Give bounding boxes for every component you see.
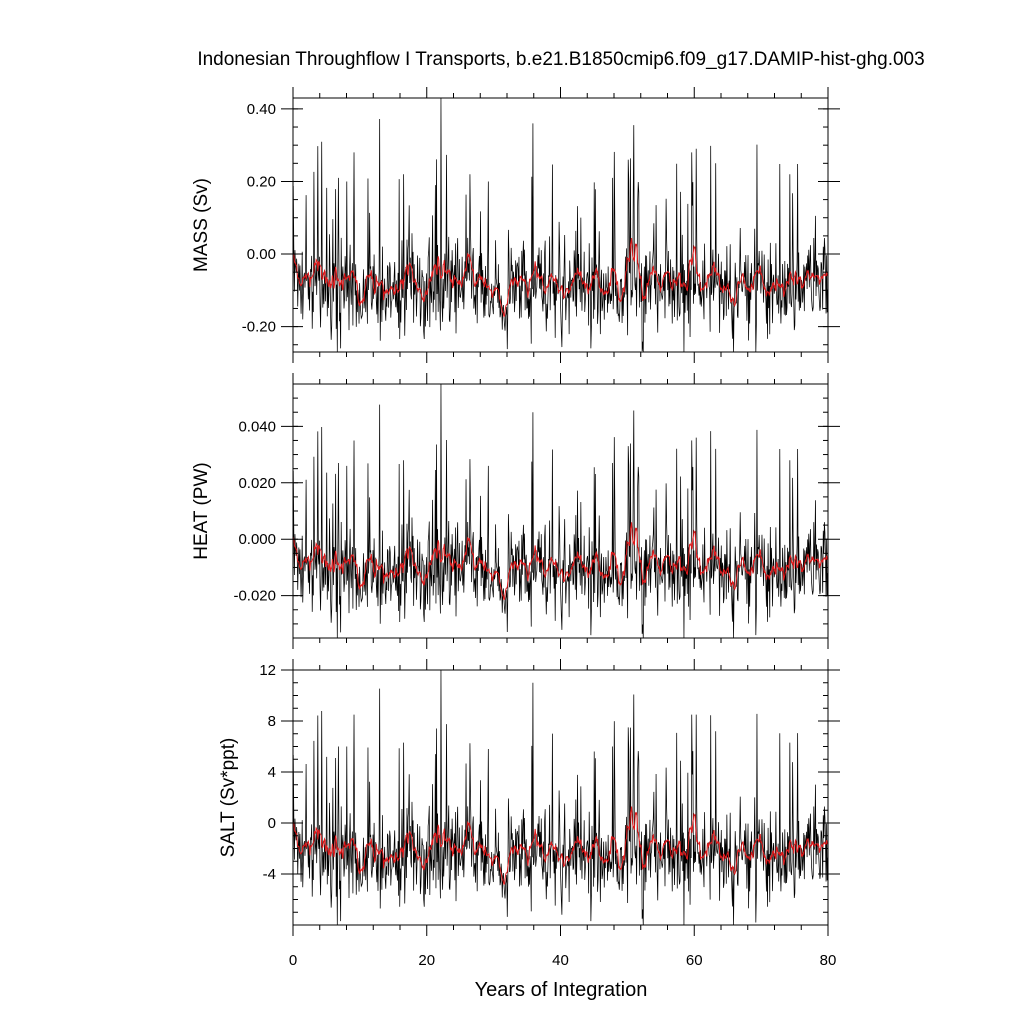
y-tick-label: -0.20	[242, 319, 276, 336]
panel-3: 12 8 4 0 -4 SALT (Sv*ppt)	[218, 659, 840, 936]
x-axis: 0 20 40 60 80	[289, 952, 837, 969]
x-axis-title: Years of Integration	[475, 979, 648, 1001]
raw-series-line	[292, 669, 829, 926]
panel-1: 0.40 0.20 0.00 -0.20 MASS (Sv)	[191, 87, 840, 363]
y-tick-label: 0.020	[238, 475, 276, 492]
x-tick-label: 80	[820, 952, 837, 969]
plot-frame	[292, 383, 829, 639]
smoothed-series-line	[292, 522, 829, 601]
y-tick-label: -0.020	[233, 588, 276, 605]
smoothed-series-line	[292, 806, 829, 886]
raw-series-line	[292, 383, 829, 639]
x-tick-label: 0	[289, 952, 297, 969]
y-tick-label: 4	[268, 764, 276, 781]
y-axis-title: MASS (Sv)	[191, 178, 212, 272]
y-tick-label: 0	[268, 815, 276, 832]
x-tick-label: 40	[552, 952, 569, 969]
x-tick-label: 60	[686, 952, 703, 969]
smoothed-series-line	[292, 237, 829, 318]
y-tick-label: 8	[268, 713, 276, 730]
y-tick-label: 0.00	[247, 246, 276, 263]
y-tick-label: 0.20	[247, 173, 276, 190]
plot-frame	[292, 669, 829, 926]
y-tick-label: 12	[259, 662, 276, 679]
y-axis-title: SALT (Sv*ppt)	[218, 738, 239, 858]
raw-series-line	[292, 97, 829, 353]
y-tick-label: 0.000	[238, 531, 276, 548]
x-tick-label: 20	[418, 952, 435, 969]
y-tick-label: -4	[263, 866, 276, 883]
panel-2: 0.040 0.020 0.000 -0.020 HEAT (PW)	[191, 373, 840, 649]
chart-title: Indonesian Throughflow I Transports, b.e…	[197, 49, 924, 70]
y-tick-label: 0.40	[247, 101, 276, 118]
y-tick-label: 0.040	[238, 418, 276, 435]
y-axis-title: HEAT (PW)	[191, 462, 212, 559]
panels: 0.40 0.20 0.00 -0.20 MASS (Sv) 0.040 0.020 0.00…	[191, 87, 840, 936]
